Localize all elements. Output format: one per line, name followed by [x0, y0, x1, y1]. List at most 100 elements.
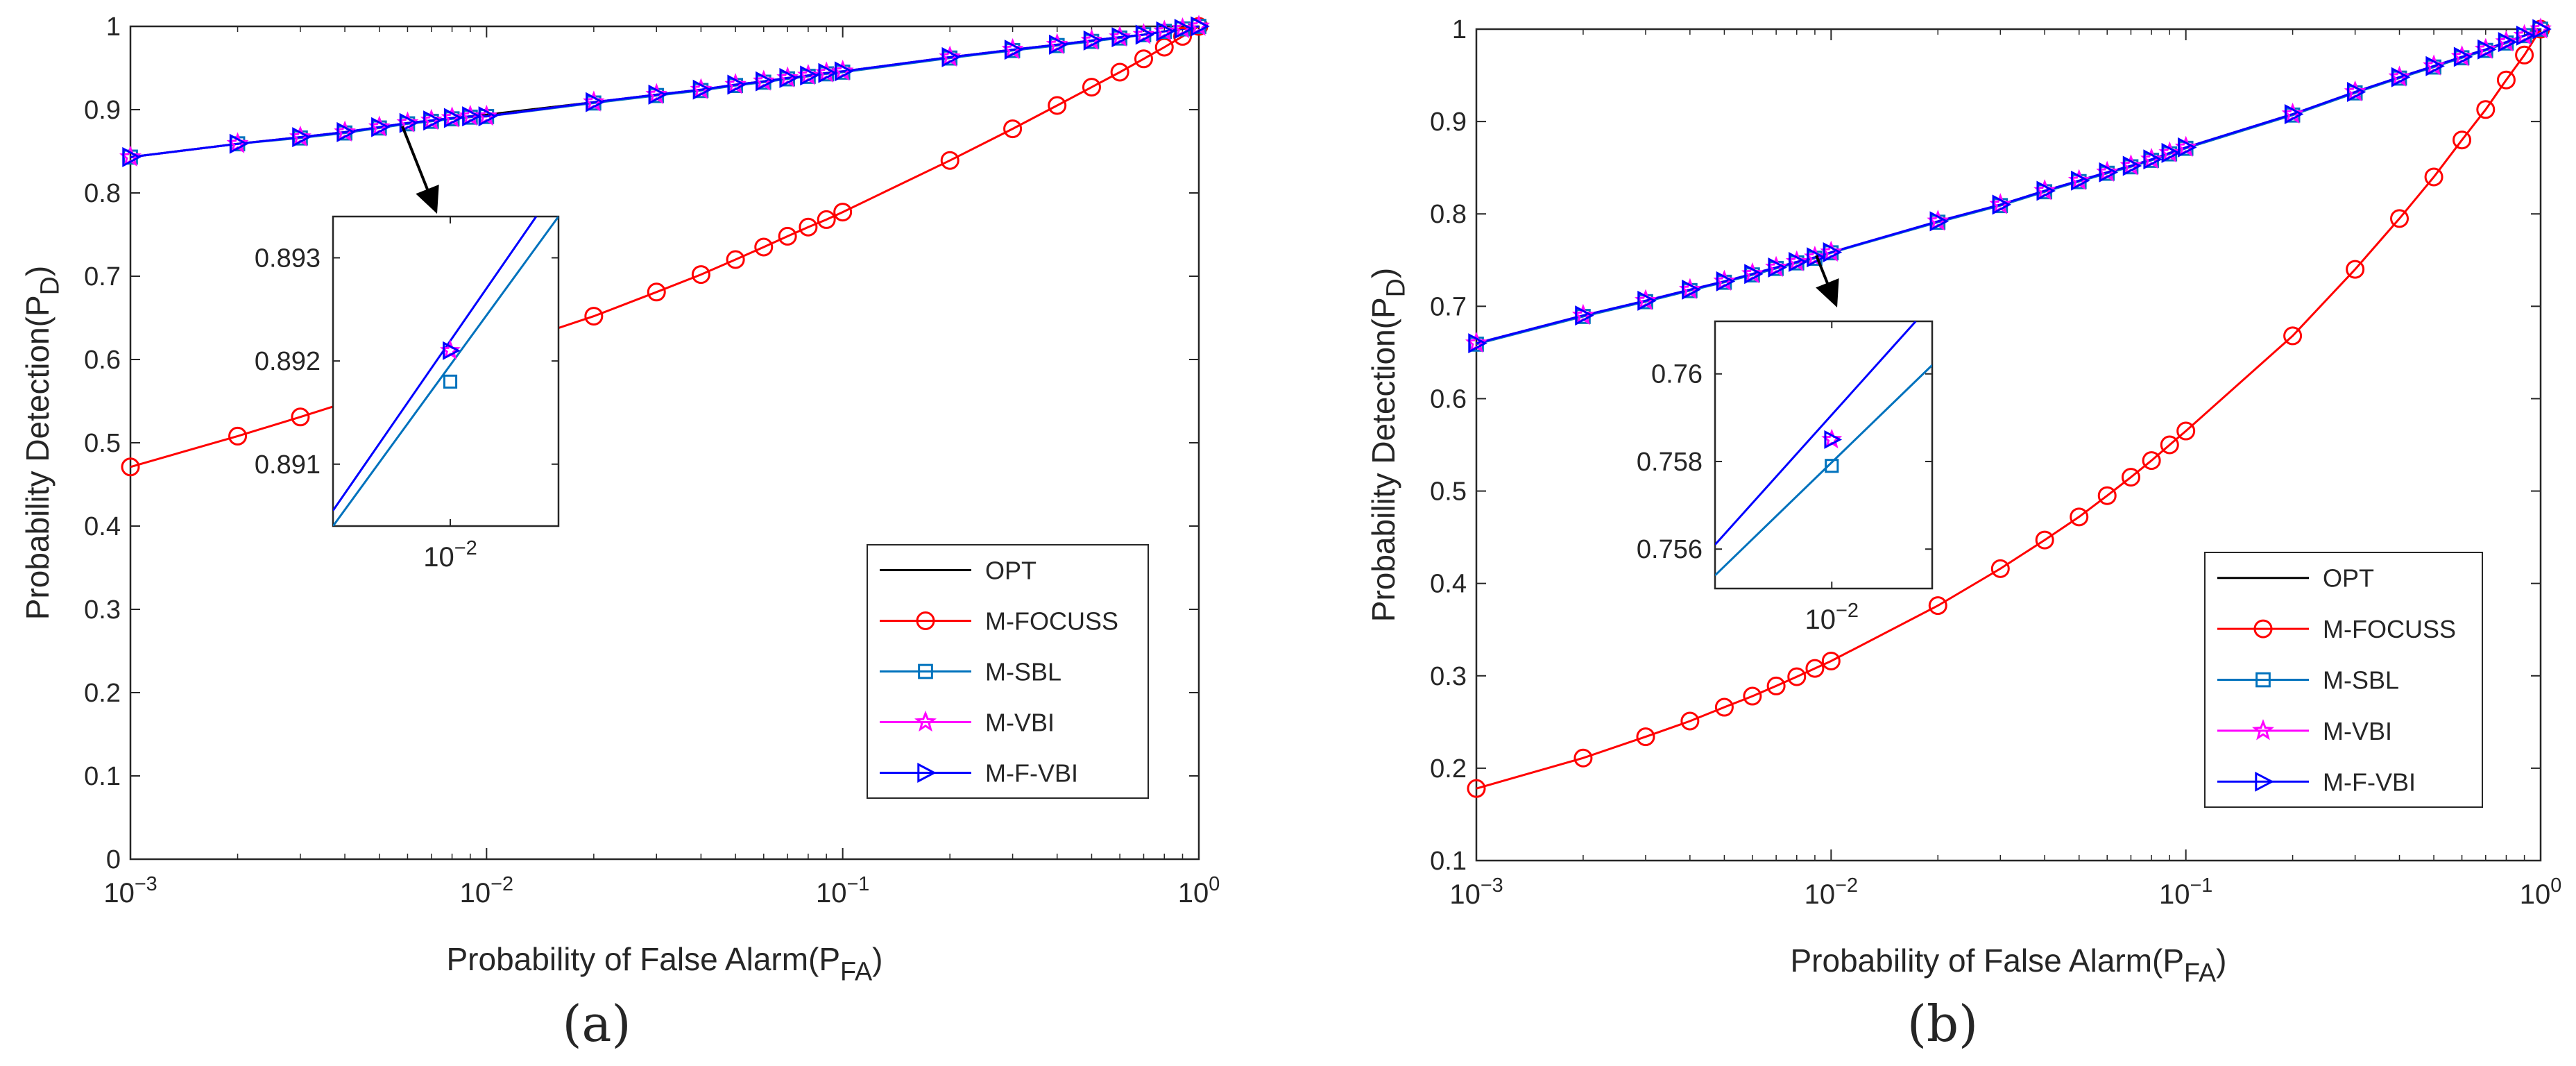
data-point-m-f-vbi: [834, 61, 854, 82]
data-point-m-f-vbi: [2143, 149, 2163, 170]
y-tick-label: 1: [106, 12, 121, 42]
data-point-m-f-vbi: [1575, 305, 1594, 326]
y-tick-label: 0.5: [84, 429, 121, 458]
inset-point-m-f-vbi: [1824, 430, 1843, 449]
data-point-m-f-vbi: [462, 106, 481, 127]
legend: OPT M-FOCUSS M-SBL M-VBI M-F-VBI: [2204, 552, 2483, 808]
data-point-m-focuss: [1134, 49, 1153, 69]
y-tick-label: 0.6: [1430, 384, 1467, 414]
data-point-m-f-vbi: [371, 117, 391, 137]
data-point-m-f-vbi: [2161, 142, 2181, 163]
data-point-m-f-vbi: [2532, 19, 2552, 40]
data-point-m-f-vbi: [1049, 34, 1068, 55]
data-point-m-focuss: [2453, 130, 2472, 150]
legend: OPT M-FOCUSS M-SBL M-VBI M-F-VBI: [867, 544, 1149, 799]
data-point-m-focuss: [833, 203, 853, 222]
data-point-m-focuss: [1467, 779, 1486, 798]
data-point-m-f-vbi: [1992, 194, 2012, 215]
data-point-m-f-vbi: [2036, 180, 2056, 201]
data-point-m-focuss: [584, 307, 604, 326]
inset-line-m-sbl: [1715, 364, 1932, 577]
y-tick-label: 1: [1452, 15, 1467, 44]
inset-point-m-sbl: [1825, 459, 1839, 473]
legend-marker-m-f-vbi: [917, 763, 937, 783]
data-point-m-f-vbi: [1111, 27, 1131, 48]
series-line-m-f-vbi: [130, 25, 1200, 158]
legend-label-m-f-vbi: M-F-VBI: [985, 759, 1078, 788]
data-point-m-focuss: [2390, 209, 2409, 228]
inset-y-tick-label: 0.892: [255, 347, 321, 376]
data-point-m-f-vbi: [2177, 137, 2197, 158]
data-point-m-focuss: [2476, 100, 2496, 119]
y-tick-label: 0.6: [84, 346, 121, 375]
x-tick-label: 100: [1178, 873, 1220, 908]
data-point-m-f-vbi: [756, 71, 775, 92]
data-point-m-focuss: [2121, 468, 2140, 487]
data-point-m-f-vbi: [1637, 290, 1657, 311]
data-point-m-focuss: [647, 282, 666, 302]
data-point-m-focuss: [817, 210, 836, 229]
data-point-m-focuss: [1636, 727, 1655, 747]
data-point-m-f-vbi: [648, 84, 668, 105]
data-point-m-focuss: [1110, 62, 1129, 82]
y-tick-label: 0.2: [84, 679, 121, 708]
data-point-m-focuss: [2346, 260, 2365, 279]
data-point-m-focuss: [2424, 167, 2443, 187]
x-tick-label: 10−3: [103, 873, 157, 908]
chart-panel-b: 0.1 0.2 0.3 0.4 0.5 0.6 0.7 0.8 0.9 1 10−3 10−2 10−1…: [1365, 15, 2561, 1053]
data-point-m-f-vbi: [1929, 211, 1950, 232]
data-point-m-focuss: [2097, 486, 2117, 505]
data-point-m-f-vbi: [399, 112, 419, 133]
legend-label-opt: OPT: [985, 557, 1037, 585]
data-point-m-focuss: [1805, 659, 1825, 678]
inset-x-tick-label: 10−2: [423, 537, 477, 573]
data-point-m-f-vbi: [1468, 333, 1487, 354]
x-tick-label: 10−1: [816, 873, 869, 908]
data-point-m-f-vbi: [423, 110, 443, 131]
data-point-m-focuss: [2496, 70, 2516, 90]
series-line-m-focuss: [1476, 28, 2542, 790]
data-point-m-f-vbi: [2284, 103, 2304, 124]
data-point-m-f-vbi: [1807, 247, 1826, 268]
data-point-m-focuss: [778, 226, 797, 246]
zoom-arrow-head: [416, 185, 439, 214]
data-point-m-focuss: [1990, 559, 2010, 578]
y-tick-label: 0.7: [1430, 292, 1467, 321]
chart-panel-a: 0 0.1 0.2 0.3 0.4 0.5 0.6 0.7 0.8 0.9 1 10−3 10−2 10−…: [19, 12, 1220, 1053]
y-tick-label: 0.9: [1430, 108, 1467, 137]
series-line-m-f-vbi: [1476, 28, 2541, 345]
legend-marker-m-vbi: [914, 710, 937, 732]
data-point-m-focuss: [2070, 507, 2089, 527]
inset-y-tick-label: 0.756: [1637, 535, 1703, 564]
data-point-m-f-vbi: [800, 65, 819, 86]
data-point-m-f-vbi: [2498, 32, 2518, 53]
data-point-m-f-vbi: [2391, 67, 2411, 87]
x-tick-label: 10−2: [1805, 874, 1858, 910]
data-point-m-f-vbi: [2071, 170, 2090, 191]
data-point-m-focuss: [940, 151, 959, 170]
inset-y-tick-label: 0.76: [1651, 360, 1703, 389]
x-tick-label: 10−1: [2159, 874, 2212, 910]
data-point-m-f-vbi: [2346, 82, 2366, 103]
legend-label-m-vbi: M-VBI: [985, 709, 1055, 737]
data-point-m-f-vbi: [941, 46, 962, 67]
data-point-m-focuss: [2283, 326, 2303, 346]
legend-label-m-sbl: M-SBL: [2323, 666, 2399, 695]
y-tick-label: 0.7: [84, 262, 121, 291]
data-point-m-focuss: [2176, 421, 2196, 441]
data-point-m-f-vbi: [1191, 16, 1210, 37]
inset-plot-area: [1714, 320, 1934, 590]
data-point-m-f-vbi: [1744, 264, 1764, 285]
legend-marker-m-f-vbi: [2255, 771, 2274, 792]
data-point-m-f-vbi: [1789, 251, 1808, 272]
y-tick-label: 0.9: [84, 96, 121, 125]
data-point-m-focuss: [1173, 26, 1193, 46]
legend-label-m-sbl: M-SBL: [985, 658, 1061, 686]
data-point-m-focuss: [1821, 651, 1841, 670]
panel-label: (a): [562, 995, 631, 1053]
panel-label: (b): [1907, 995, 1978, 1053]
data-point-m-f-vbi: [2099, 162, 2119, 183]
data-point-m-focuss: [291, 407, 310, 427]
inset-y-tick-label: 0.758: [1637, 448, 1703, 477]
